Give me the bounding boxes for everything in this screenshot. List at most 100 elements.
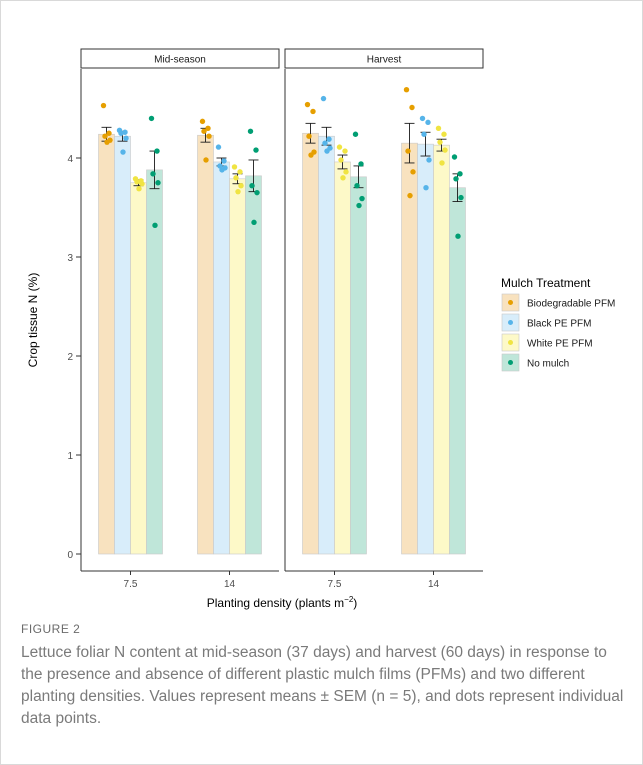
bar xyxy=(213,161,230,555)
facet-strip xyxy=(284,48,484,69)
data-point xyxy=(247,128,254,134)
data-point xyxy=(426,157,432,163)
data-point xyxy=(235,188,241,195)
data-point xyxy=(320,95,327,102)
data-point xyxy=(155,180,161,186)
data-point xyxy=(421,131,427,137)
data-point xyxy=(457,171,463,177)
legend-label: No mulch xyxy=(527,359,569,370)
legend-key-dot xyxy=(508,320,513,325)
data-point xyxy=(340,175,346,181)
data-point xyxy=(219,167,225,173)
data-point xyxy=(203,157,209,163)
data-point xyxy=(104,139,110,145)
data-point xyxy=(231,164,238,170)
data-point xyxy=(409,104,415,111)
data-point xyxy=(437,139,443,145)
data-point xyxy=(458,194,464,201)
data-point xyxy=(152,222,158,229)
data-point xyxy=(102,133,108,139)
bar xyxy=(245,175,262,555)
data-point xyxy=(237,169,243,175)
data-point xyxy=(123,135,129,141)
y-tick-label: 0 xyxy=(67,550,73,561)
data-point xyxy=(306,133,312,139)
facet-strip-label: Harvest xyxy=(367,55,402,66)
facet-strip-label: Mid-season xyxy=(154,55,206,66)
figure-label: FIGURE 2 xyxy=(21,622,81,636)
data-point xyxy=(148,115,155,122)
data-point xyxy=(403,86,410,93)
y-tick-label: 4 xyxy=(67,154,73,165)
data-point xyxy=(358,161,364,167)
data-point xyxy=(251,219,257,226)
data-point xyxy=(253,147,259,153)
legend-key-dot xyxy=(508,360,513,365)
data-point xyxy=(453,176,459,182)
data-point xyxy=(336,144,343,150)
bar xyxy=(350,176,367,555)
data-point xyxy=(249,183,255,189)
data-point xyxy=(136,185,142,192)
data-point xyxy=(326,136,332,142)
data-point xyxy=(352,131,359,137)
caption-text: Lettuce foliar N content at mid-season (… xyxy=(21,644,624,727)
bar xyxy=(417,143,434,555)
data-point xyxy=(205,125,211,131)
data-point xyxy=(100,102,107,109)
legend-label: White PE PFM xyxy=(527,339,593,350)
bar xyxy=(98,133,115,555)
data-point xyxy=(150,171,156,177)
bar xyxy=(130,182,147,555)
data-point xyxy=(118,130,124,136)
y-tick-label: 3 xyxy=(67,253,73,264)
data-point xyxy=(407,192,413,199)
data-point xyxy=(215,144,222,150)
bar xyxy=(449,187,466,555)
data-point xyxy=(310,108,316,115)
data-point xyxy=(405,148,411,154)
facet-strip xyxy=(80,48,280,69)
data-point xyxy=(423,185,429,191)
data-point xyxy=(419,115,426,122)
bar xyxy=(401,142,418,555)
figure-caption: FIGURE 2 Lettuce foliar N content at mid… xyxy=(21,622,629,730)
bar xyxy=(229,178,246,555)
data-point xyxy=(356,202,362,209)
data-point xyxy=(342,148,348,154)
data-point xyxy=(455,233,461,239)
data-point xyxy=(410,169,416,175)
bar xyxy=(114,135,131,555)
legend-label: Biodegradable PFM xyxy=(527,299,615,310)
data-point xyxy=(154,148,160,154)
x-tick-label: 14 xyxy=(224,579,236,590)
data-point xyxy=(206,133,212,139)
bar xyxy=(433,144,450,555)
data-point xyxy=(441,131,447,137)
legend-key-dot xyxy=(508,340,513,345)
data-point xyxy=(201,128,207,134)
data-point xyxy=(324,148,330,154)
data-point xyxy=(354,183,360,189)
legend-key-dot xyxy=(508,300,513,305)
legend-label: Black PE PFM xyxy=(527,319,591,330)
data-point xyxy=(139,181,145,187)
data-point xyxy=(451,154,458,160)
x-tick-label: 14 xyxy=(428,579,440,590)
data-point xyxy=(134,179,140,185)
data-point xyxy=(322,140,328,146)
y-tick-label: 1 xyxy=(67,451,73,462)
data-point xyxy=(359,195,365,202)
bar xyxy=(334,161,351,555)
data-point xyxy=(221,158,227,164)
data-point xyxy=(254,189,260,196)
data-point xyxy=(338,157,344,163)
data-point xyxy=(304,101,311,108)
bar xyxy=(318,135,335,555)
x-axis-title: Planting density (plants m−2) xyxy=(207,595,358,610)
data-point xyxy=(106,130,112,136)
data-point xyxy=(238,183,244,189)
data-point xyxy=(120,149,126,155)
data-point xyxy=(439,160,445,166)
